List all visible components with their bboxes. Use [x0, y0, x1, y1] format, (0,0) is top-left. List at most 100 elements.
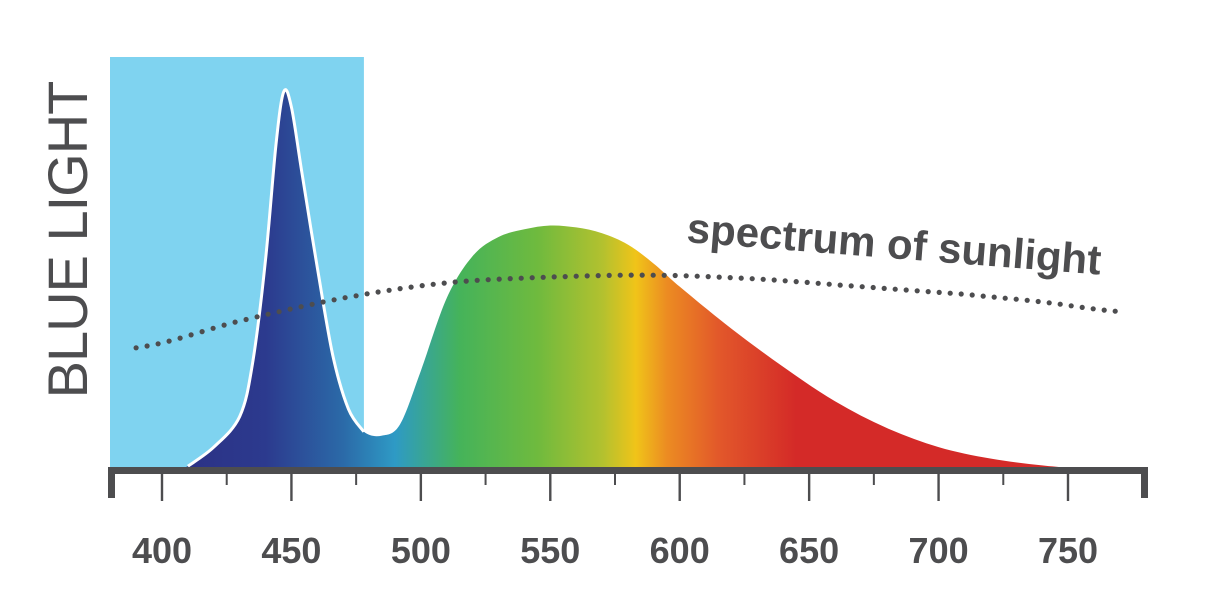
sunlight-dot — [628, 272, 634, 278]
sunlight-dot — [529, 275, 535, 281]
sunlight-dot — [331, 297, 337, 303]
sunlight-dot — [903, 287, 909, 293]
sunlight-dot — [485, 277, 491, 283]
x-tick-750 — [1066, 473, 1070, 501]
x-tick-label-500: 500 — [391, 530, 451, 571]
sunlight-dot — [265, 311, 271, 317]
led-spectrum-area — [162, 89, 1094, 471]
x-tick-label-700: 700 — [909, 530, 969, 571]
sunlight-dot — [859, 284, 865, 290]
x-tick-label-600: 600 — [650, 530, 710, 571]
x-axis-line — [108, 467, 1148, 474]
sunlight-dot — [155, 341, 161, 347]
x-tick-label-400: 400 — [132, 530, 192, 571]
sunlight-dot — [1101, 307, 1107, 313]
sunlight-dot — [1002, 295, 1008, 301]
sunlight-dot — [298, 304, 304, 310]
sunlight-dot — [804, 279, 810, 285]
sunlight-dot — [177, 335, 183, 341]
sunlight-dot — [573, 273, 579, 279]
sunlight-dot — [650, 272, 656, 278]
sunlight-dot — [496, 276, 502, 282]
sunlight-dot — [353, 293, 359, 299]
sunlight-dot — [364, 291, 370, 297]
sunlight-dot — [133, 345, 139, 351]
sunlight-dot — [441, 280, 447, 286]
sunlight-dot — [870, 284, 876, 291]
sunlight-dot — [892, 286, 898, 292]
sunlight-dot — [397, 286, 403, 292]
sunlight-dot — [199, 329, 205, 335]
x-tick-500 — [419, 473, 423, 501]
sunlight-dot — [408, 284, 414, 290]
sunlight-dot — [232, 319, 238, 325]
sunlight-dot — [320, 299, 326, 305]
x-axis — [108, 467, 1148, 501]
x-axis-right-cap — [1141, 467, 1148, 498]
sunlight-dot — [518, 275, 524, 281]
led-peak-outline — [187, 88, 366, 468]
sunlight-dot — [540, 274, 546, 280]
sunlight-dot — [243, 316, 249, 323]
x-tick-label-750: 750 — [1038, 530, 1098, 571]
sunlight-dot — [1024, 297, 1030, 303]
sunlight-dot — [1013, 296, 1019, 302]
sunlight-dot — [375, 289, 381, 295]
sunlight-dot — [1068, 303, 1074, 309]
x-tick-600 — [678, 473, 681, 501]
sunlight-dot — [1046, 300, 1052, 306]
sunlight-dot — [507, 276, 513, 282]
x-tick-label-650: 650 — [779, 530, 839, 571]
sunlight-dot — [188, 332, 194, 338]
sunlight-dot — [672, 272, 678, 279]
sunlight-dot — [826, 281, 832, 287]
sunlight-dot — [430, 281, 436, 287]
sunlight-dot — [914, 288, 920, 294]
sunlight-dot — [848, 283, 854, 289]
x-tick-400 — [160, 473, 164, 501]
sunlight-dot — [551, 274, 557, 280]
sunlight-dot — [606, 272, 612, 278]
x-tick-450 — [290, 473, 293, 501]
sunlight-dot — [419, 283, 425, 289]
sunlight-dot — [782, 278, 788, 284]
x-minor-tick-625 — [743, 473, 746, 485]
sunlight-dot — [562, 274, 568, 280]
sunlight-dot — [287, 306, 293, 312]
x-minor-tick-575 — [614, 473, 616, 485]
sunlight-dot — [727, 275, 733, 281]
sunlight-dot — [617, 272, 623, 278]
sunlight-dot — [584, 273, 590, 279]
sunlight-dot — [221, 322, 227, 328]
x-tick-550 — [549, 473, 552, 501]
sunlight-dot — [749, 276, 755, 282]
sunlight-dot — [474, 277, 480, 283]
x-tick-label-450: 450 — [261, 530, 321, 571]
sunlight-dot — [716, 274, 722, 280]
sunlight-dot — [1090, 306, 1096, 312]
sunlight-dot — [705, 274, 711, 280]
sunlight-dot — [1057, 301, 1063, 307]
sunlight-dot — [309, 301, 315, 307]
sunlight-dot — [925, 289, 931, 295]
sunlight-dot — [463, 278, 469, 284]
x-tick-700 — [937, 473, 940, 501]
sunlight-dot — [760, 276, 766, 282]
sunlight-dot — [342, 295, 348, 301]
sunlight-dot — [947, 290, 953, 296]
x-minor-tick-525 — [484, 473, 487, 485]
sunlight-dot — [969, 292, 975, 298]
sunlight-dot — [144, 343, 150, 349]
sunlight-dot — [694, 273, 700, 279]
sunlight-dot — [837, 282, 843, 288]
x-minor-tick-475 — [355, 473, 358, 485]
x-minor-tick-725 — [1002, 473, 1005, 485]
x-axis-left-cap — [108, 467, 115, 498]
x-minor-tick-675 — [872, 473, 875, 485]
sunlight-dot — [210, 325, 216, 331]
sunlight-dot — [815, 280, 821, 286]
sunlight-dot — [881, 285, 887, 291]
x-tick-label-550: 550 — [520, 530, 580, 571]
x-minor-tick-425 — [225, 473, 228, 485]
